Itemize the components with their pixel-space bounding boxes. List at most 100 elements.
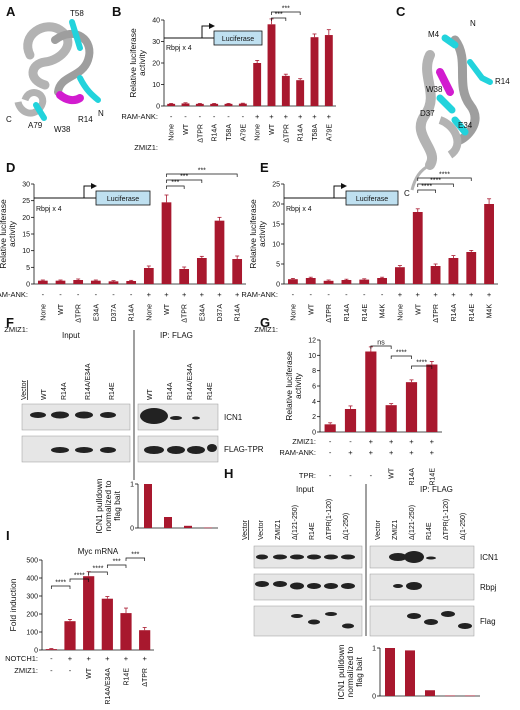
significance-bracket [417, 189, 436, 193]
blot-h-lane-vector-label: Vector [242, 519, 249, 540]
category-label: - [95, 290, 98, 299]
category-label: + [416, 290, 421, 299]
bar [196, 258, 207, 284]
bar [288, 279, 298, 284]
category-label: A79E [326, 124, 333, 141]
bar [204, 527, 212, 529]
y-axis-label: activity [137, 49, 147, 76]
blot-h-lane-vector-ip: Vector [375, 519, 382, 540]
blot-f-lane-vector: Vector [21, 379, 28, 400]
category-label: ΔTPR [283, 124, 290, 143]
reporter-schematic-e: Luciferase Rbpj x 4 [284, 183, 399, 213]
row-label: ZMIZ1: [134, 143, 158, 152]
category-label: + [409, 448, 414, 457]
bar [232, 259, 243, 284]
blot-f-lane-r14e-ip: R14E [207, 382, 214, 400]
bar [405, 382, 418, 432]
bar [344, 409, 357, 432]
category-label: + [389, 437, 394, 446]
category-label: - [130, 290, 133, 299]
bar [395, 267, 405, 284]
bar [238, 103, 247, 106]
bar [64, 621, 76, 650]
blot-f-lane-r14e: R14E [109, 382, 116, 400]
significance-bracket [166, 179, 203, 183]
category-label: ΔTPR [76, 304, 83, 323]
y-axis-label: flag bait [112, 490, 122, 520]
category-label: - [327, 290, 330, 299]
y-tick-label: 5 [276, 262, 280, 269]
row-label: TPR: [299, 471, 316, 480]
category-label: None [146, 304, 153, 321]
category-label: - [213, 112, 216, 121]
label-d37: D37 [420, 109, 435, 118]
reporter-schematic-b: Luciferase Rbpj x 4 [164, 23, 263, 52]
category-label: - [59, 290, 62, 299]
blot-h-lane-r14e: R14E [309, 522, 316, 540]
category-label: WT [389, 467, 396, 479]
blot-f-lane-r14a: R14A [61, 382, 68, 400]
significance-label: *** [131, 552, 139, 559]
blot-f-band-icn1: ICN1 [224, 413, 243, 422]
bar [405, 650, 415, 696]
category-label: - [349, 437, 352, 446]
category-label: T58A [312, 124, 319, 141]
blot-f-input-header: Input [62, 331, 81, 340]
bar [466, 252, 477, 284]
chart-i: 0 100 200 300 400 500 Fold induction Myc mRNA **… [5, 547, 154, 705]
y-tick-label: 1 [372, 646, 376, 653]
blot-h-lane-d121-250-ip: Δ(121-250) [409, 505, 416, 540]
category-label: + [105, 654, 110, 663]
category-label: WT [183, 123, 190, 135]
category-label: + [348, 448, 353, 457]
bar [324, 424, 336, 432]
y-tick-label: 0 [372, 694, 376, 701]
blot-f-lane-r14a-ip: R14A [167, 382, 174, 400]
category-label: + [164, 290, 169, 299]
significance-bracket [50, 585, 71, 589]
significance-label: **** [74, 573, 85, 580]
bar [323, 280, 334, 284]
reporter-gene-b: Luciferase [222, 36, 254, 43]
significance-label: *** [198, 168, 206, 175]
structure-a: T58 A79 R14 W38 N C [6, 9, 104, 134]
category-label: + [200, 290, 205, 299]
category-label: + [451, 290, 456, 299]
category-label: + [284, 112, 289, 121]
y-tick-label: 10 [152, 82, 160, 89]
bar [224, 103, 233, 106]
y-tick-label: 15 [22, 232, 30, 239]
significance-bracket [125, 557, 146, 561]
category-label: None [290, 304, 297, 321]
row-label: RAM-ANK: [241, 290, 278, 299]
row-label: NOTCH1: [5, 654, 38, 663]
category-label: None [397, 304, 404, 321]
category-label: T58A [226, 124, 233, 141]
category-label: - [329, 437, 332, 446]
bar [195, 103, 204, 106]
significance-label: **** [430, 178, 441, 185]
significance-label: **** [416, 360, 427, 367]
y-axis-label: activity [293, 372, 303, 399]
panel-label-h: H [224, 466, 233, 481]
bar [305, 278, 316, 284]
y-tick-label: 8 [312, 368, 316, 375]
category-label: + [298, 112, 303, 121]
reporter-gene-d: Luciferase [107, 196, 139, 203]
category-label: - [227, 112, 230, 121]
row-label: ZMIZ1: [4, 325, 28, 334]
category-label: - [310, 290, 313, 299]
y-tick-label: 0 [26, 282, 30, 289]
bar [120, 613, 132, 650]
y-tick-label: 0 [34, 648, 38, 655]
y-tick-label: 500 [26, 558, 38, 565]
y-tick-label: 25 [22, 198, 30, 205]
chart-d: 0 5 10 15 20 25 30 Relative luciferase activity *… [0, 168, 246, 334]
y-tick-label: 0 [312, 430, 316, 437]
bar [430, 266, 441, 284]
category-label: + [269, 112, 274, 121]
significance-label: ns [377, 340, 385, 347]
category-label: - [292, 290, 295, 299]
y-tick-label: 1 [130, 482, 134, 489]
